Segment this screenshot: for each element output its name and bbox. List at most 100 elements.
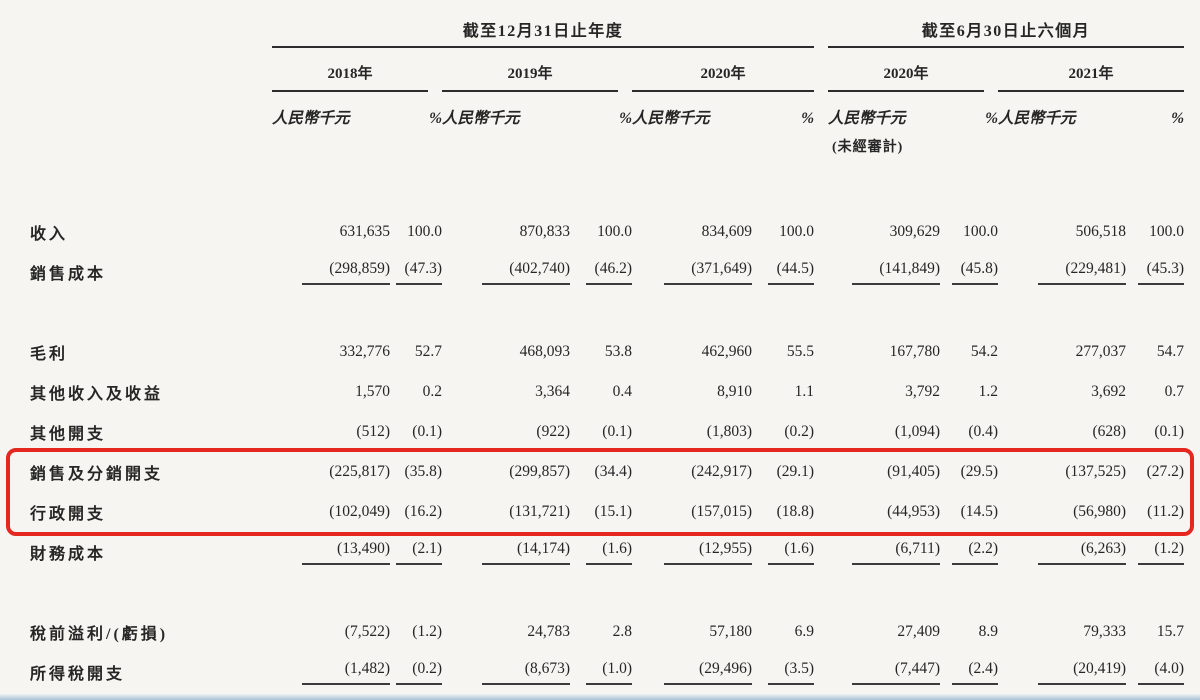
percent-label: % [429, 110, 442, 127]
column-gap [814, 372, 828, 412]
cell-value: (371,649) [632, 252, 752, 292]
cell-value: (29,496) [632, 652, 752, 692]
cell-value-text: 309,629 [889, 223, 941, 240]
cell-percent-text: (2.1) [396, 540, 442, 565]
unaudited-note-row: (未經審計) [0, 134, 1200, 164]
cell-value: (298,859) [272, 252, 390, 292]
cell-percent: (0.1) [1126, 412, 1184, 452]
cell-percent-text: 1.1 [794, 383, 815, 400]
cell-percent-text: 0.2 [422, 383, 442, 400]
cell-value: (242,917) [632, 452, 752, 492]
cell-value-text: 631,635 [339, 223, 390, 240]
right-padding [1184, 252, 1200, 292]
cell-value: 57,180 [632, 612, 752, 652]
row-label: 行政開支 [30, 506, 107, 523]
cell-percent-text: (3.5) [768, 660, 815, 685]
cell-percent: 0.2 [390, 372, 442, 412]
cell-value-text: (44,953) [887, 503, 941, 520]
cell-percent: 8.9 [940, 612, 998, 652]
cell-value-text: 468,093 [519, 343, 570, 360]
right-padding [1184, 412, 1200, 452]
cell-percent-text: (29.5) [960, 463, 999, 480]
cell-percent-text: (4.0) [1138, 660, 1185, 685]
cell-percent-text: 1.2 [978, 383, 999, 400]
table-body: 收入 631,635 100.0 870,833 100.0 834,609 100.0 30… [0, 212, 1200, 692]
cell-value-text: (628) [1092, 423, 1127, 440]
cell-percent: 54.7 [1126, 332, 1184, 372]
unit-header-row: 人民幣千元 % 人民幣千元 % 人民幣千元 % 人民幣千元 % 人民幣千元 % [0, 92, 1200, 134]
cell-percent-text: (2.4) [952, 660, 999, 685]
row-label: 其他收入及收益 [30, 386, 164, 403]
cell-value-text: (1,482) [302, 660, 390, 685]
cell-value: 79,333 [998, 612, 1126, 652]
cell-value-text: (14,174) [482, 540, 570, 565]
cell-value: 462,960 [632, 332, 752, 372]
cell-percent-text: (1.6) [586, 540, 632, 565]
cell-percent-text: 52.7 [414, 343, 442, 360]
cell-value: 468,093 [442, 332, 570, 372]
cell-value: (141,849) [828, 252, 941, 292]
row-label: 銷售及分銷開支 [30, 466, 164, 483]
cell-percent: (34.4) [570, 452, 632, 492]
table-row: 其他開支 (512) (0.1) (922) (0.1) (1,803) (0.2) (1,0… [0, 412, 1200, 452]
right-padding [1184, 212, 1200, 252]
column-gap [814, 212, 828, 252]
cell-value-text: (1,094) [894, 423, 941, 440]
row-label: 其他開支 [30, 426, 107, 443]
cell-value-text: 167,780 [889, 343, 941, 360]
right-padding [1184, 332, 1200, 372]
cell-value-text: 277,037 [1075, 343, 1127, 360]
cell-percent: (45.8) [940, 252, 999, 292]
cell-value-text: 79,333 [1083, 623, 1127, 640]
column-gap [814, 452, 828, 492]
cell-value: 3,692 [998, 372, 1126, 412]
cell-percent-text: (35.8) [404, 463, 442, 480]
spacer-row [0, 292, 1200, 332]
cell-percent-text: (0.1) [1154, 423, 1185, 440]
cell-value: (7,522) [272, 612, 390, 652]
table-row: 其他收入及收益 1,570 0.2 3,364 0.4 8,910 1.1 3,792 1.2 3… [0, 372, 1200, 412]
cell-percent: 100.0 [940, 212, 998, 252]
empty-cell [0, 134, 272, 164]
cell-value: (1,482) [272, 652, 390, 692]
row-label: 所得稅開支 [30, 666, 126, 683]
cell-value-text: (922) [536, 423, 570, 440]
cell-value: 1,570 [272, 372, 390, 412]
annual-period-header-cell: 截至12月31日止年度 [272, 12, 815, 48]
right-padding [1184, 12, 1200, 48]
cell-value: 277,037 [998, 332, 1126, 372]
cell-value: (44,953) [828, 492, 940, 532]
cell-value: 8,910 [632, 372, 752, 412]
table-row: 所得稅開支 (1,482) (0.2) (8,673) (1.0) (29,496) (3.… [0, 652, 1200, 692]
cell-value: 3,364 [442, 372, 570, 412]
cell-percent-text: 100.0 [597, 223, 632, 240]
cell-percent-text: (2.2) [952, 540, 999, 565]
cell-percent-text: (44.5) [768, 260, 815, 285]
cell-percent-text: 100.0 [1149, 223, 1185, 240]
cell-percent: 100.0 [1126, 212, 1184, 252]
cell-percent: (0.4) [940, 412, 998, 452]
cell-value-text: 3,692 [1091, 383, 1127, 400]
unit-label: 人民幣千元 [828, 110, 906, 127]
cell-value: (628) [998, 412, 1126, 452]
cell-percent: 55.5 [752, 332, 814, 372]
header-spacer [0, 164, 1200, 212]
cell-percent: (1.6) [752, 532, 815, 572]
right-padding [1184, 372, 1200, 412]
cell-percent: 53.8 [570, 332, 632, 372]
cell-value-text: (242,917) [691, 463, 752, 480]
cell-value: (299,857) [442, 452, 570, 492]
cell-value: (1,803) [632, 412, 752, 452]
cell-percent: (44.5) [752, 252, 815, 292]
cell-value-text: 834,609 [701, 223, 752, 240]
column-gap [814, 12, 828, 48]
percent-label: % [1171, 110, 1185, 127]
column-gap [814, 48, 828, 92]
empty-cell [0, 48, 272, 92]
cell-value-text: 1,570 [355, 383, 390, 400]
interim-2021-cell: 2021年 [998, 48, 1185, 92]
cell-value: 332,776 [272, 332, 390, 372]
cell-percent: (1.6) [570, 532, 632, 572]
interim-period-title: 截至6月30日止六個月 [828, 17, 1185, 48]
